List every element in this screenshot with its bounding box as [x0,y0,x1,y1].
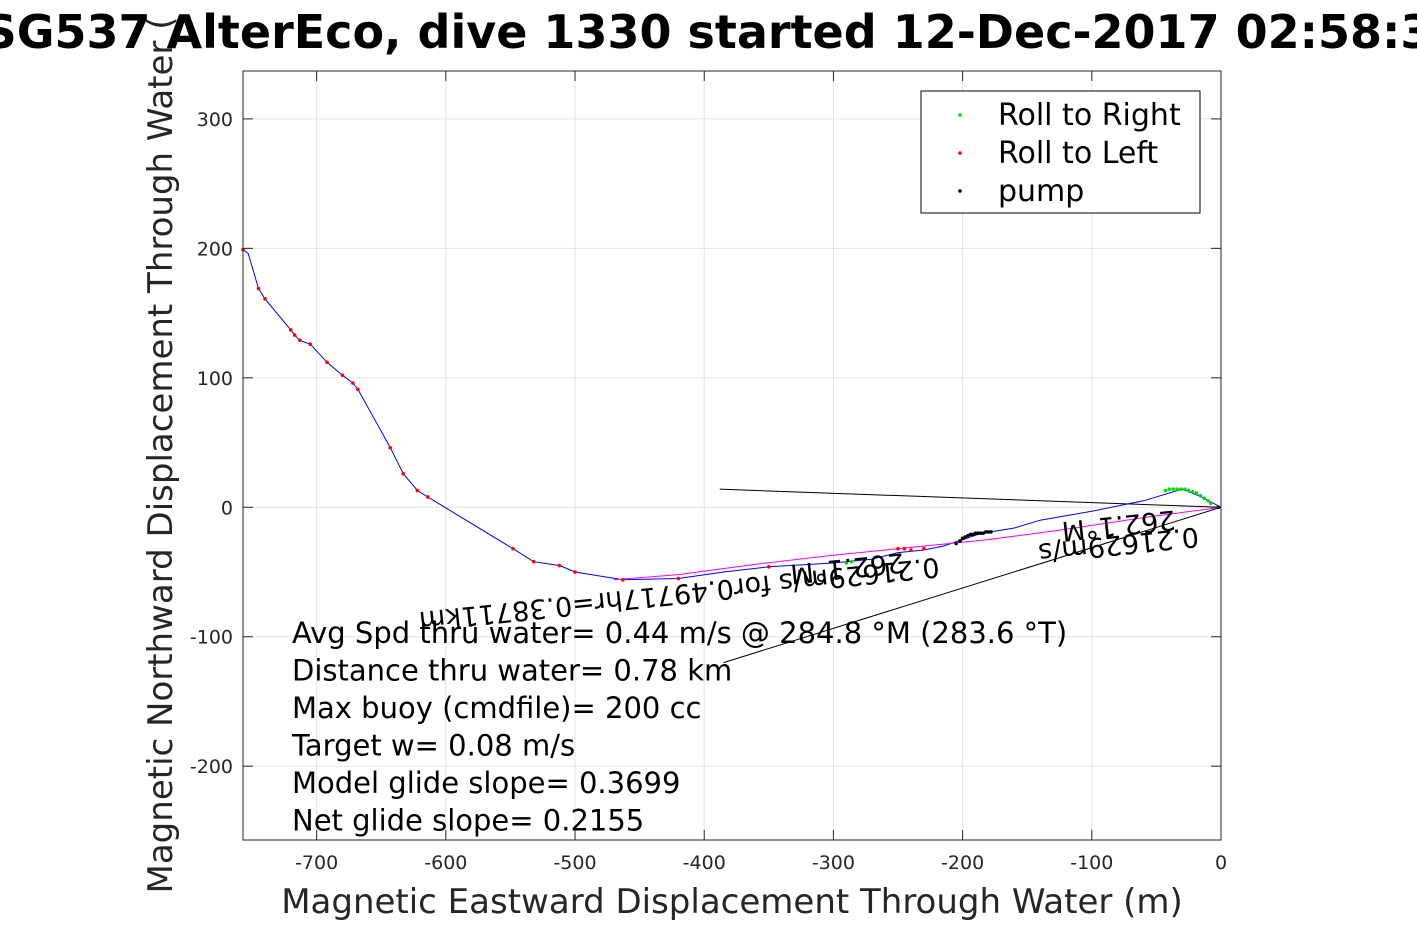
roll-right-point [1167,487,1172,491]
roll-left-point [922,546,926,551]
roll-right-point [1179,487,1183,491]
legend-marker [958,189,962,193]
pump-point [989,530,993,534]
stat-line: Avg Spd thru water= 0.44 m/s @ 284.8 °M … [292,616,1067,650]
pump-point [958,539,962,543]
legend-marker [958,151,962,155]
roll-right-point [1206,499,1210,503]
roll-left-point [902,546,907,551]
roll-left-point [909,548,913,552]
y-tick-label: -100 [190,627,233,649]
roll-left-point [356,387,360,392]
roll-left-point [621,577,625,582]
roll-right-point [1202,496,1207,501]
roll-right-point [849,559,854,564]
legend-label: Roll to Right [998,98,1181,133]
y-tick-label: 200 [197,238,233,260]
roll-left-point [415,488,420,493]
y-axis-label: Magnetic Northward Displacement Through … [141,17,181,894]
roll-left-point [292,333,297,337]
x-tick-label: -400 [683,852,726,874]
y-tick-label: -200 [190,756,233,778]
pump-point [978,531,983,535]
series-line-track [242,249,1222,581]
pump-point [976,531,980,535]
legend-label: pump [998,174,1084,209]
roll-left-point [263,297,267,301]
stat-line: Distance thru water= 0.78 km [292,654,732,688]
y-tick-label: 300 [197,109,233,131]
stat-line: Max buoy (cmdfile)= 200 cc [292,691,701,725]
stat-line: Target w= 0.08 m/s [291,729,575,763]
reference-line [719,488,1222,508]
roll-right-point [1198,493,1203,498]
x-tick-label: 0 [1215,852,1227,874]
roll-left-point [896,546,900,551]
point-markers [241,247,1221,582]
roll-left-point [340,373,345,378]
x-tick-label: -500 [553,852,596,874]
series-line-return [613,506,1222,581]
axes-box [242,70,1222,841]
roll-right-point [1183,487,1187,491]
axis-ticks: -700 -600 -500 -400 -300 -200 -100 0 -200 -100 0 10… [190,71,1227,874]
y-tick-label: 100 [197,368,233,390]
legend-label: Roll to Left [998,136,1158,171]
roll-left-point [256,286,261,291]
stats-block: Avg Spd thru water= 0.44 m/s @ 284.8 °M … [291,616,1067,838]
roll-right-point [1163,488,1168,493]
pump-point [986,530,991,534]
legend-marker [958,113,962,117]
x-tick-label: -200 [941,852,984,874]
chart-title: SG537 AlterEco, dive 1330 started 12-Dec… [0,5,1417,59]
roll-left-point [308,342,312,346]
roll-left-point [767,565,771,569]
roll-right-point [1208,501,1213,506]
roll-left-point [573,570,577,574]
roll-right-point [1194,491,1199,495]
roll-left-point [289,328,293,332]
y-tick-label: 0 [221,497,233,519]
x-tick-label: -300 [812,852,855,874]
roll-right-point [1186,488,1191,493]
pump-point [984,530,988,534]
series-lines [242,249,1222,581]
roll-left-point [298,338,302,343]
stat-line: Net glide slope= 0.2155 [292,804,644,838]
roll-left-point [388,445,393,450]
x-tick-label: -100 [1070,852,1113,874]
reference-line [723,506,1222,664]
stat-line: Model glide slope= 0.3699 [292,766,680,800]
roll-left-point [351,381,355,385]
roll-left-point [676,576,681,581]
roll-right-point [1190,489,1195,494]
pump-point [973,531,978,535]
roll-left-point [531,559,536,564]
roll-left-point [511,546,515,551]
roll-right-point [1175,487,1179,491]
x-tick-label: -600 [424,852,467,874]
roll-left-point [401,471,406,476]
legend-box [920,90,1201,214]
roll-left-point [325,360,329,365]
pump-point [968,532,973,537]
x-tick-label: -700 [295,852,338,874]
roll-right-point [1171,487,1175,491]
roll-left-point [557,563,562,568]
roll-left-point [425,495,430,499]
x-axis-label: Magnetic Eastward Displacement Through W… [281,882,1183,922]
reference-lines [719,488,1222,664]
pump-point [954,541,958,546]
roll-right-point [844,561,849,565]
